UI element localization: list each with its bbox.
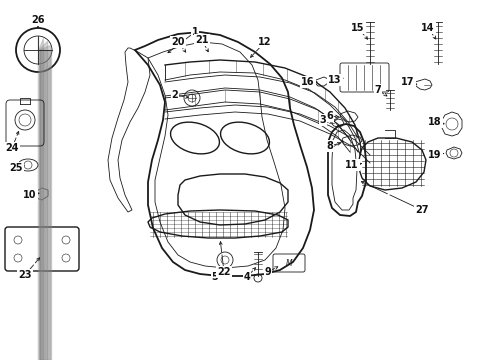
Text: 13: 13 [327,75,341,85]
Text: 5: 5 [211,272,218,282]
Text: 23: 23 [18,270,32,280]
Text: 18: 18 [427,117,441,127]
Text: 6: 6 [326,111,333,121]
Text: 11: 11 [345,160,358,170]
Text: 22: 22 [217,267,230,277]
Text: 27: 27 [414,205,428,215]
Text: 16: 16 [301,77,314,87]
Text: 24: 24 [5,143,19,153]
Text: 10: 10 [23,190,37,200]
Text: 15: 15 [350,23,364,33]
Text: 9: 9 [264,267,271,277]
Text: 25: 25 [9,163,23,173]
Text: 8: 8 [326,141,333,151]
Text: 3: 3 [319,115,325,125]
Text: 1: 1 [191,27,198,37]
Text: 21: 21 [195,35,208,45]
Text: M: M [285,258,292,267]
Text: 19: 19 [427,150,441,160]
Text: 12: 12 [258,37,271,47]
Text: 20: 20 [171,37,184,47]
Text: 14: 14 [420,23,434,33]
Text: 26: 26 [31,15,45,25]
Text: 7: 7 [374,85,381,95]
Text: 4: 4 [243,272,250,282]
Text: 17: 17 [401,77,414,87]
Text: 2: 2 [171,90,178,100]
